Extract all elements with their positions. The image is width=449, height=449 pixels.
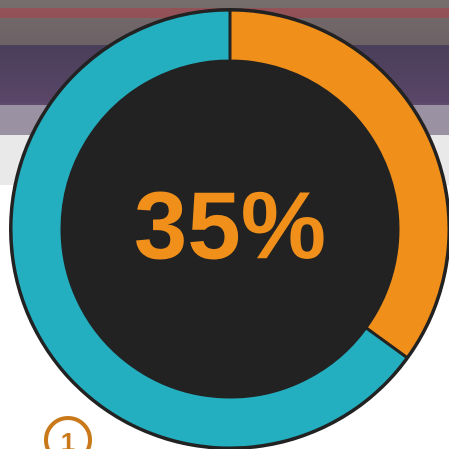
badge: 1 (44, 416, 92, 449)
badge-number: 1 (61, 427, 75, 449)
donut-chart: 35% (9, 8, 449, 449)
donut-center (62, 61, 398, 397)
center-value-label: 35% (134, 172, 326, 279)
